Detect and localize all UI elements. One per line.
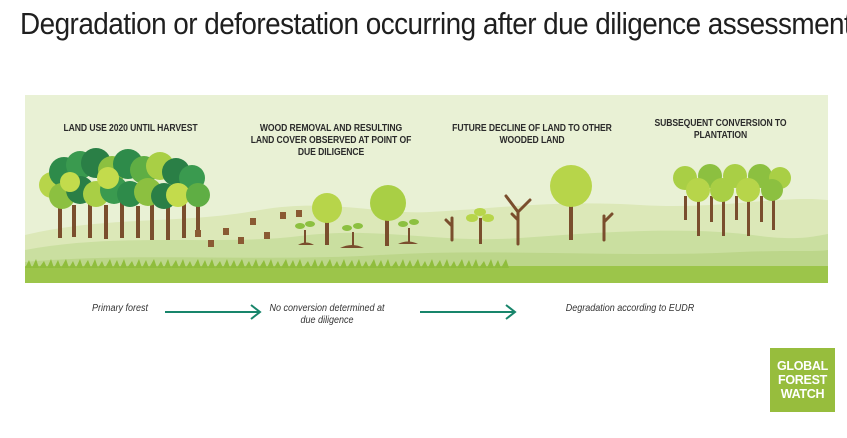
logo-line-2: FOREST — [778, 373, 827, 387]
panel-label-land-use: LAND USE 2020 UNTIL HARVEST — [63, 123, 198, 134]
panel-label-wood-removal: WOOD REMOVAL AND RESULTING LAND COVER OB… — [250, 123, 412, 158]
illustration-scene — [25, 95, 828, 283]
grass-band — [25, 266, 828, 283]
logo-line-3: WATCH — [780, 387, 825, 401]
caption-primary-forest: Primary forest — [91, 303, 148, 314]
panel-label-future-decline: FUTURE DECLINE OF LAND TO OTHER WOODED L… — [452, 123, 612, 146]
arrow-right-icon — [165, 304, 262, 320]
caption-no-conversion: No conversion determined at due diligenc… — [269, 303, 385, 326]
logo-line-1: GLOBAL — [777, 359, 828, 373]
caption-degradation: Degradation according to EUDR — [565, 303, 695, 314]
wood-removal-icon — [195, 185, 419, 248]
grass-blades — [25, 259, 828, 268]
plantation-icon — [673, 164, 791, 236]
page-title: Degradation or deforestation occurring a… — [20, 6, 847, 41]
global-forest-watch-logo: GLOBAL FOREST WATCH — [770, 348, 835, 412]
arrow-right-icon — [420, 304, 517, 320]
panel-label-plantation: SUBSEQUENT CONVERSION TO PLANTATION — [654, 118, 787, 141]
degraded-land-icon — [444, 165, 614, 246]
primary-forest-icon — [39, 148, 210, 240]
